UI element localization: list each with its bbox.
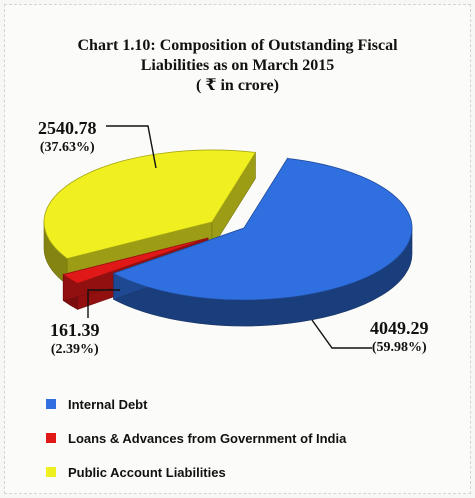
leader-line-loans-advances [87, 289, 120, 318]
leader-line-internal-debt [311, 319, 372, 349]
label-internal-debt: 4049.29 (59.98%) [370, 318, 429, 357]
label-loans-advances-value: 161.39 [50, 320, 100, 340]
legend-item-internal-debt: Internal Debt [46, 394, 346, 414]
legend-label-internal-debt: Internal Debt [68, 396, 148, 412]
legend-item-loans-advances: Loans & Advances from Government of Indi… [46, 428, 346, 448]
label-internal-debt-value: 4049.29 [370, 318, 429, 338]
slice-internal-debt [112, 158, 413, 301]
legend-item-public-account: Public Account Liabilities [46, 462, 346, 482]
label-internal-debt-percent: (59.98%) [371, 340, 427, 355]
legend-swatch-public-account [46, 467, 56, 477]
chart-title-line-1: Chart 1.10: Composition of Outstanding F… [77, 37, 398, 54]
legend-swatch-internal-debt [46, 399, 56, 409]
slice-public-account [43, 149, 257, 259]
chart-legend: Internal Debt Loans & Advances from Gove… [46, 394, 346, 496]
legend-label-loans-advances: Loans & Advances from Government of Indi… [68, 430, 347, 446]
legend-label-public-account: Public Account Liabilities [68, 464, 226, 480]
label-public-account: 2540.78 (37.63%) [38, 118, 97, 157]
chart-title-line-3: ( ₹ in crore) [196, 77, 279, 94]
leader-line-public-account [106, 125, 157, 169]
legend-swatch-loans-advances [46, 433, 56, 443]
chart-title-line-2: Liabilities as on March 2015 [140, 57, 335, 74]
slice-loans-advances [62, 237, 209, 284]
label-loans-advances-percent: (2.39%) [50, 342, 99, 357]
label-public-account-value: 2540.78 [38, 118, 97, 138]
label-public-account-percent: (37.63%) [39, 140, 95, 155]
chart-title: Chart 1.10: Composition of Outstanding F… [0, 36, 475, 96]
label-loans-advances: 161.39 (2.39%) [50, 320, 100, 359]
